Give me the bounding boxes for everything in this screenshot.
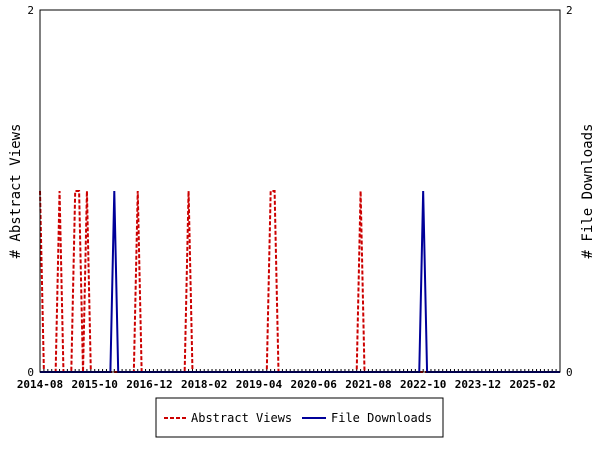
x-tick-label: 2021-08	[345, 378, 391, 391]
x-tick-label: 2018-02	[181, 378, 227, 391]
y-right-tick-label-min: 0	[566, 366, 573, 379]
x-tick-label: 2015-10	[72, 378, 118, 391]
y-right-axis-label: # File Downloads	[580, 124, 596, 259]
legend-label-file-downloads: File Downloads	[331, 411, 432, 425]
y-left-tick-label-max: 2	[27, 4, 34, 17]
x-tick-label: 2019-04	[236, 378, 283, 391]
legend-box	[155, 397, 444, 438]
y-right-tick-label-max: 2	[566, 4, 573, 17]
x-tick-labels: 2014-08 2015-10 2016-12 2018-02 2019-04 2020-…	[17, 378, 556, 391]
plot-area-frame	[39, 9, 561, 373]
x-tick-label: 2025-02	[509, 378, 555, 391]
x-tick-label: 2023-12	[455, 378, 501, 391]
y-left-tick-label-min: 0	[27, 366, 34, 379]
x-tick-label: 2016-12	[126, 378, 172, 391]
y-left-axis-label: # Abstract Views	[8, 124, 24, 259]
x-tick-label: 2020-06	[291, 378, 338, 391]
x-tick-label: 2014-08	[17, 378, 63, 391]
legend: Abstract Views File Downloads	[155, 397, 444, 438]
x-tick-label: 2022-10	[400, 378, 446, 391]
legend-label-abstract-views: Abstract Views	[191, 411, 292, 425]
